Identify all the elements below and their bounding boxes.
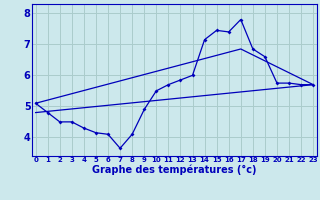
X-axis label: Graphe des températures (°c): Graphe des températures (°c): [92, 165, 257, 175]
